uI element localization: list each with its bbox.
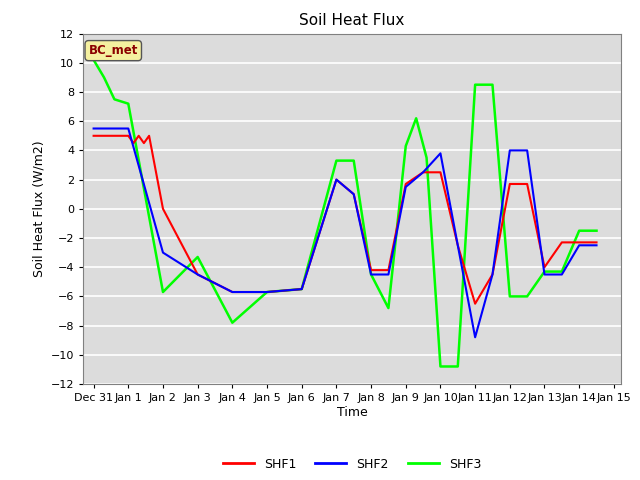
SHF2	[367, 272, 375, 277]
SHF2	[298, 286, 305, 292]
SHF1	[506, 181, 514, 187]
SHF2	[524, 147, 531, 153]
Line: SHF2: SHF2	[93, 129, 596, 337]
SHF2	[506, 147, 514, 153]
Legend: SHF1, SHF2, SHF3: SHF1, SHF2, SHF3	[218, 453, 486, 476]
SHF1	[263, 289, 271, 295]
Y-axis label: Soil Heat Flux (W/m2): Soil Heat Flux (W/m2)	[32, 141, 45, 277]
SHF1	[471, 301, 479, 307]
Text: BC_met: BC_met	[88, 44, 138, 57]
SHF1	[402, 181, 410, 187]
SHF2	[541, 272, 548, 277]
SHF3	[436, 363, 444, 369]
Line: SHF3: SHF3	[93, 60, 596, 366]
SHF3	[298, 286, 305, 292]
SHF1	[130, 140, 138, 146]
SHF2	[436, 150, 444, 156]
SHF2	[454, 242, 461, 248]
SHF3	[524, 293, 531, 300]
SHF3	[385, 305, 392, 311]
SHF2	[194, 272, 202, 277]
SHF3	[558, 269, 566, 275]
SHF2	[124, 126, 132, 132]
SHF3	[263, 289, 271, 295]
SHF2	[333, 177, 340, 182]
SHF3	[124, 101, 132, 107]
SHF2	[419, 169, 427, 175]
SHF3	[159, 289, 167, 295]
SHF3	[228, 320, 236, 325]
SHF2	[593, 242, 600, 248]
SHF2	[228, 289, 236, 295]
SHF3	[575, 228, 583, 234]
SHF2	[90, 126, 97, 132]
SHF3	[506, 293, 514, 300]
SHF3	[100, 74, 108, 80]
SHF3	[194, 254, 202, 260]
SHF3	[90, 57, 97, 63]
SHF3	[412, 115, 420, 121]
SHF2	[488, 272, 496, 277]
Line: SHF1: SHF1	[93, 136, 596, 304]
SHF1	[194, 272, 202, 277]
SHF1	[436, 169, 444, 175]
SHF3	[111, 96, 118, 102]
Title: Soil Heat Flux: Soil Heat Flux	[300, 13, 404, 28]
SHF2	[385, 272, 392, 277]
SHF2	[263, 289, 271, 295]
SHF1	[541, 264, 548, 270]
SHF1	[593, 240, 600, 245]
X-axis label: Time: Time	[337, 406, 367, 419]
SHF1	[228, 289, 236, 295]
SHF3	[454, 363, 461, 369]
SHF2	[575, 242, 583, 248]
SHF1	[419, 169, 427, 175]
SHF1	[90, 133, 97, 139]
SHF2	[159, 250, 167, 255]
SHF1	[558, 240, 566, 245]
SHF2	[558, 272, 566, 277]
SHF2	[350, 192, 358, 197]
SHF3	[350, 158, 358, 164]
SHF1	[298, 286, 305, 292]
SHF3	[593, 228, 600, 234]
SHF3	[471, 82, 479, 87]
SHF1	[367, 267, 375, 273]
SHF1	[524, 181, 531, 187]
SHF1	[385, 267, 392, 273]
SHF1	[575, 240, 583, 245]
SHF2	[471, 335, 479, 340]
SHF1	[454, 242, 461, 248]
SHF3	[423, 155, 431, 161]
SHF3	[488, 82, 496, 87]
SHF1	[135, 133, 143, 139]
SHF1	[333, 177, 340, 182]
SHF1	[350, 192, 358, 197]
SHF1	[145, 133, 153, 139]
SHF3	[333, 158, 340, 164]
SHF1	[140, 140, 148, 146]
SHF3	[367, 272, 375, 277]
SHF1	[488, 272, 496, 277]
SHF3	[402, 143, 410, 149]
SHF1	[159, 206, 167, 212]
SHF3	[541, 269, 548, 275]
SHF2	[402, 184, 410, 190]
SHF1	[124, 133, 132, 139]
